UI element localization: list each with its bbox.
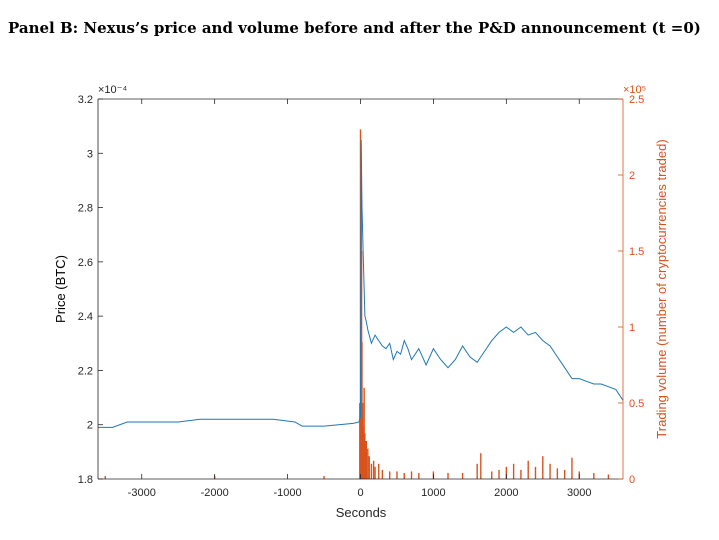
x-tick-label: 2000 bbox=[494, 487, 518, 499]
x-tick-label: -1000 bbox=[274, 487, 302, 499]
y-left-tick-label: 1.8 bbox=[78, 474, 93, 486]
y-left-tick-label: 2.6 bbox=[78, 257, 93, 269]
y-left-tick-label: 2.4 bbox=[78, 311, 93, 323]
y-left-tick-label: 3 bbox=[87, 148, 93, 160]
volume-series bbox=[104, 129, 610, 479]
y-right-tick-label: 0.5 bbox=[629, 398, 644, 410]
panel-title: Panel B: Nexus’s price and volume before… bbox=[8, 19, 701, 37]
y-right-tick-label: 1.5 bbox=[629, 246, 644, 258]
y-axis-left-label: Price (BTC) bbox=[53, 255, 68, 323]
y-right-tick-label: 2.5 bbox=[629, 94, 644, 106]
price-line bbox=[98, 139, 624, 428]
y-left-tick-label: 2 bbox=[87, 420, 93, 432]
y-left-tick-label: 2.8 bbox=[78, 203, 93, 215]
axes bbox=[97, 98, 624, 480]
x-tick-label: 0 bbox=[357, 487, 363, 499]
x-tick-label: -2000 bbox=[201, 487, 229, 499]
y-right-tick-label: 1 bbox=[629, 322, 635, 334]
y-right-tick-label: 2 bbox=[629, 170, 635, 182]
y-left-tick-label: 2.2 bbox=[78, 365, 93, 377]
y-axis-right-label: Trading volume (number of cryptocurrenci… bbox=[654, 139, 669, 438]
x-axis-label: Seconds bbox=[336, 505, 387, 520]
y-left-tick-label: 3.2 bbox=[78, 94, 93, 106]
y-axis-right-exponent: ×10⁵ bbox=[623, 84, 646, 96]
y-right-tick-label: 0 bbox=[629, 474, 635, 486]
x-tick-label: 1000 bbox=[421, 487, 445, 499]
x-tick-label: 3000 bbox=[567, 487, 591, 499]
price-series bbox=[98, 139, 624, 428]
tick-labels: -3000 -2000 -1000 0 1000 2000 3000 1.8 2 2.2 2.4 2.… bbox=[78, 94, 645, 499]
y-axis-left-exponent: ×10⁻⁴ bbox=[98, 84, 127, 96]
x-tick-label: -3000 bbox=[128, 487, 156, 499]
